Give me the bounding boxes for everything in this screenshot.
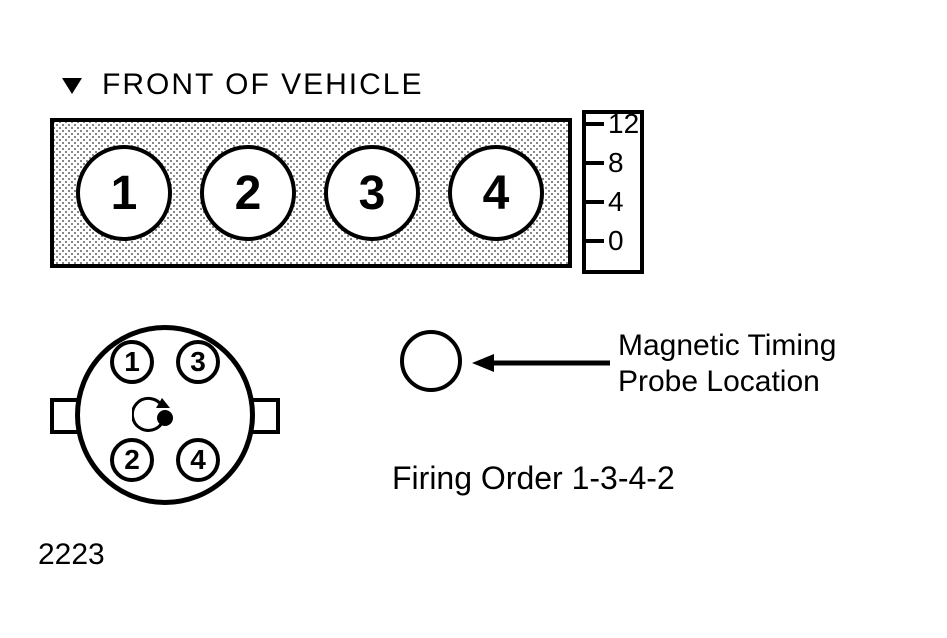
cylinder-label: 4 [453, 150, 539, 236]
scale-value: 0 [608, 227, 624, 255]
diagram-canvas: FRONT OF VEHICLE 1 2 3 4 12 8 4 [0, 0, 947, 638]
distributor-terminal-2: 2 [110, 438, 154, 482]
scale-value: 12 [608, 110, 639, 138]
probe-label-line2: Probe Location [618, 365, 820, 398]
scale-row: 0 [586, 231, 640, 270]
cylinder-label: 3 [329, 150, 415, 236]
probe-arrow-icon [472, 352, 612, 374]
scale-value: 4 [608, 188, 624, 216]
timing-scale: 12 8 4 0 [582, 110, 644, 274]
distributor-terminal-3: 3 [176, 340, 220, 384]
distributor-cap: 1 3 2 4 [60, 310, 270, 520]
scale-tick-icon [586, 239, 604, 243]
header: FRONT OF VEHICLE [60, 68, 423, 102]
terminal-label: 4 [190, 444, 206, 476]
scale-tick-icon [586, 200, 604, 204]
cylinder-1: 1 [76, 145, 172, 241]
rotation-ccw-icon [132, 396, 172, 436]
terminal-label: 2 [124, 444, 140, 476]
terminal-label: 1 [124, 346, 140, 378]
cylinder-label: 2 [205, 150, 291, 236]
cylinder-label: 1 [81, 150, 167, 236]
probe-label: Magnetic Timing Probe Location [618, 328, 836, 400]
firing-order-text: Firing Order 1-3-4-2 [392, 460, 675, 497]
scale-tick-icon [586, 122, 604, 126]
front-arrow-icon [60, 72, 84, 98]
figure-number: 2223 [38, 538, 105, 572]
probe-label-line1: Magnetic Timing [618, 329, 836, 362]
cylinder-2: 2 [200, 145, 296, 241]
scale-tick-icon [586, 161, 604, 165]
distributor-terminal-1: 1 [110, 340, 154, 384]
cylinder-3: 3 [324, 145, 420, 241]
cylinder-4: 4 [448, 145, 544, 241]
header-text: FRONT OF VEHICLE [102, 68, 423, 102]
terminal-label: 3 [190, 346, 206, 378]
probe-location-circle [400, 330, 462, 392]
scale-value: 8 [608, 149, 624, 177]
engine-block: 1 2 3 4 [50, 118, 572, 268]
distributor-terminal-4: 4 [176, 438, 220, 482]
